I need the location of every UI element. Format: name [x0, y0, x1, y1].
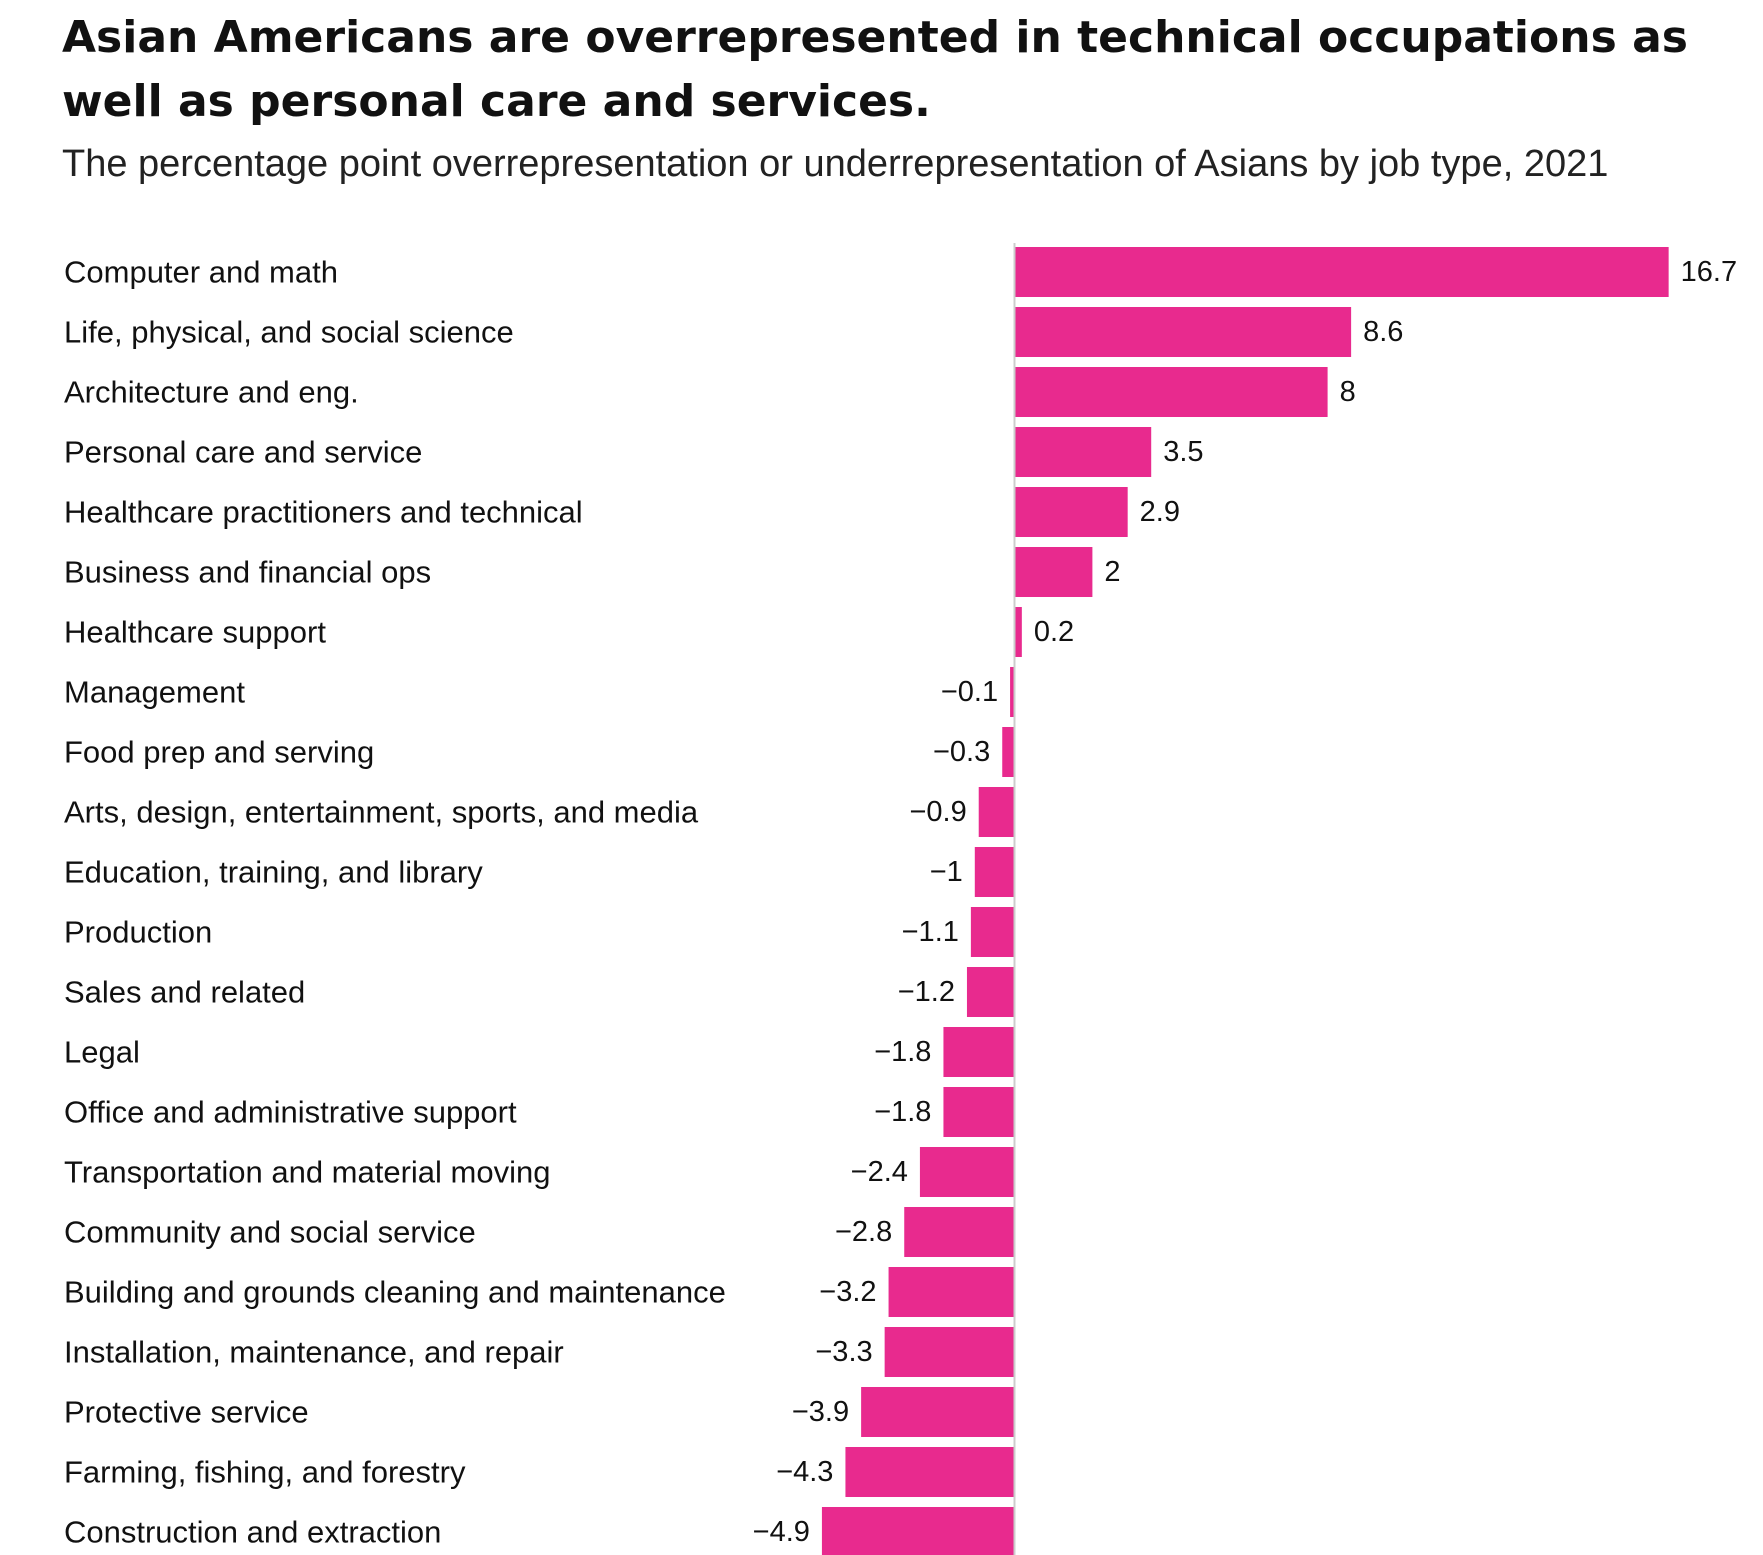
category-label-community-and-social-service: Community and social service — [64, 1215, 476, 1250]
bar-sales-and-related — [966, 967, 1014, 1017]
bar-personal-care-and-service — [1014, 427, 1152, 477]
value-label-community-and-social-service: −2.8 — [835, 1216, 892, 1248]
bar-healthcare-practitioners-and-technical — [1014, 487, 1128, 537]
category-label-arts-design-entertainment-sports-and-media: Arts, design, entertainment, sports, and… — [64, 795, 699, 830]
bar-building-and-grounds-cleaning-and-maintenance — [888, 1267, 1014, 1317]
value-label-installation-maintenance-and-repair: −3.3 — [815, 1336, 872, 1368]
bar-life-physical-and-social-science — [1014, 307, 1352, 357]
bar-arts-design-entertainment-sports-and-media — [978, 787, 1014, 837]
category-label-computer-and-math: Computer and math — [64, 255, 338, 290]
category-label-office-and-administrative-support: Office and administrative support — [64, 1095, 517, 1130]
value-label-office-and-administrative-support: −1.8 — [874, 1096, 931, 1128]
value-label-food-prep-and-serving: −0.3 — [933, 736, 990, 768]
category-label-healthcare-practitioners-and-technical: Healthcare practitioners and technical — [64, 495, 583, 530]
bar-community-and-social-service — [904, 1207, 1014, 1257]
bar-computer-and-math — [1014, 247, 1669, 297]
category-label-healthcare-support: Healthcare support — [64, 615, 326, 650]
bar-architecture-and-eng — [1014, 367, 1328, 417]
value-label-building-and-grounds-cleaning-and-maintenance: −3.2 — [819, 1276, 876, 1308]
value-label-computer-and-math: 16.7 — [1681, 256, 1737, 288]
bar-education-training-and-library — [974, 847, 1014, 897]
bar-production — [970, 907, 1014, 957]
category-label-personal-care-and-service: Personal care and service — [64, 435, 422, 470]
value-label-production: −1.1 — [902, 916, 959, 948]
value-label-healthcare-support: 0.2 — [1034, 616, 1074, 648]
category-label-management: Management — [64, 675, 245, 710]
category-label-farming-fishing-and-forestry: Farming, fishing, and forestry — [64, 1455, 466, 1490]
bar-transportation-and-material-moving — [919, 1147, 1014, 1197]
bar-healthcare-support — [1014, 607, 1022, 657]
chart-title: Asian Americans are overrepresented in t… — [62, 12, 1688, 127]
bar-farming-fishing-and-forestry — [845, 1447, 1014, 1497]
category-label-education-training-and-library: Education, training, and library — [64, 855, 483, 890]
value-label-sales-and-related: −1.2 — [898, 976, 955, 1008]
category-label-protective-service: Protective service — [64, 1395, 309, 1430]
bar-office-and-administrative-support — [943, 1087, 1014, 1137]
bars — [821, 247, 1669, 1555]
category-label-architecture-and-eng: Architecture and eng. — [64, 375, 359, 410]
chart-subtitle: The percentage point overrepresentation … — [62, 143, 1609, 185]
category-label-life-physical-and-social-science: Life, physical, and social science — [64, 315, 514, 350]
value-label-construction-and-extraction: −4.9 — [753, 1516, 810, 1548]
category-label-sales-and-related: Sales and related — [64, 975, 305, 1010]
category-label-installation-maintenance-and-repair: Installation, maintenance, and repair — [64, 1335, 564, 1370]
value-label-business-and-financial-ops: 2 — [1104, 556, 1120, 588]
category-label-building-and-grounds-cleaning-and-maintenance: Building and grounds cleaning and mainte… — [64, 1275, 726, 1310]
value-label-arts-design-entertainment-sports-and-media: −0.9 — [909, 796, 966, 828]
category-label-business-and-financial-ops: Business and financial ops — [64, 555, 431, 590]
bar-legal — [943, 1027, 1014, 1077]
bar-construction-and-extraction — [821, 1507, 1014, 1555]
bar-business-and-financial-ops — [1014, 547, 1093, 597]
value-label-legal: −1.8 — [874, 1036, 931, 1068]
category-label-transportation-and-material-moving: Transportation and material moving — [64, 1155, 550, 1190]
value-label-transportation-and-material-moving: −2.4 — [851, 1156, 908, 1188]
bar-management — [1010, 667, 1014, 717]
value-label-farming-fishing-and-forestry: −4.3 — [776, 1456, 833, 1488]
bar-food-prep-and-serving — [1002, 727, 1014, 777]
bar-protective-service — [861, 1387, 1014, 1437]
category-label-production: Production — [64, 915, 212, 950]
category-label-legal: Legal — [64, 1035, 140, 1070]
category-label-food-prep-and-serving: Food prep and serving — [64, 735, 374, 770]
value-label-management: −0.1 — [941, 676, 998, 708]
value-label-life-physical-and-social-science: 8.6 — [1363, 316, 1403, 348]
value-label-education-training-and-library: −1 — [930, 856, 963, 888]
bar-installation-maintenance-and-repair — [884, 1327, 1014, 1377]
value-label-personal-care-and-service: 3.5 — [1163, 436, 1203, 468]
value-label-architecture-and-eng: 8 — [1340, 376, 1356, 408]
value-labels: 16.7 8.68 3.5 2.9 2 0.2 −0.1 −0.3 −0.9 −1 −1.1 −1.2… — [753, 256, 1737, 1548]
category-label-construction-and-extraction: Construction and extraction — [64, 1515, 441, 1550]
value-label-protective-service: −3.9 — [792, 1396, 849, 1428]
value-label-healthcare-practitioners-and-technical: 2.9 — [1140, 496, 1180, 528]
category-labels: Computer and math Life, physical, and soc… — [64, 255, 726, 1550]
